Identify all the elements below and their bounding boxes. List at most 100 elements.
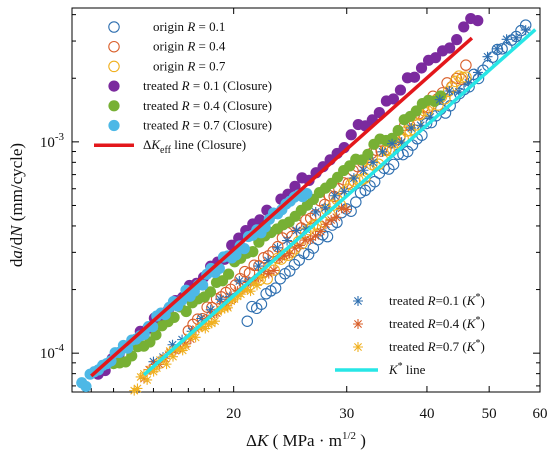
data-point bbox=[222, 302, 233, 313]
data-point bbox=[520, 25, 531, 36]
legend-marker bbox=[353, 296, 363, 306]
legend-entry: treated R=0.4 (K*) bbox=[353, 315, 485, 331]
data-point bbox=[492, 43, 503, 54]
data-point bbox=[358, 165, 369, 176]
data-point bbox=[501, 34, 512, 45]
data-point bbox=[282, 235, 293, 246]
legend-entry: origin R = 0.4 bbox=[108, 39, 226, 54]
data-point bbox=[387, 158, 400, 171]
data-point bbox=[460, 59, 472, 71]
data-point bbox=[320, 202, 331, 213]
data-point bbox=[396, 137, 407, 148]
data-point bbox=[148, 356, 159, 367]
x-axis-title: ΔK ( MPa · m1/2 ) bbox=[246, 430, 366, 450]
fit-line bbox=[142, 28, 537, 377]
data-point bbox=[425, 111, 436, 122]
data-point bbox=[420, 117, 433, 130]
data-point bbox=[301, 224, 312, 235]
legend-entry: treated R = 0.1 (Closure) bbox=[108, 78, 272, 93]
legend-marker bbox=[353, 342, 363, 352]
data-point bbox=[463, 78, 474, 89]
data-point bbox=[269, 282, 282, 294]
data-point bbox=[203, 319, 214, 330]
legend-marker bbox=[353, 319, 363, 329]
data-point bbox=[174, 343, 185, 354]
data-point bbox=[223, 268, 235, 280]
legend-label: treated R = 0.1 (Closure) bbox=[143, 78, 272, 93]
x-tick-label: 60 bbox=[533, 406, 548, 422]
data-point bbox=[434, 94, 445, 105]
data-point bbox=[215, 294, 226, 305]
legend-label: treated R = 0.4 (Closure) bbox=[143, 98, 272, 113]
data-point bbox=[315, 226, 326, 237]
legend-label: treated R = 0.7 (Closure) bbox=[143, 118, 272, 133]
data-point bbox=[132, 383, 143, 394]
legend-marker bbox=[108, 21, 120, 33]
data-point bbox=[321, 230, 334, 243]
data-point bbox=[190, 332, 201, 343]
data-point bbox=[429, 52, 442, 64]
data-point bbox=[268, 265, 279, 276]
legend-label: treated R=0.1 (K*) bbox=[389, 292, 485, 308]
data-point bbox=[444, 85, 455, 96]
legend-label: origin R = 0.7 bbox=[153, 58, 226, 73]
data-point bbox=[241, 315, 254, 327]
data-point bbox=[279, 250, 290, 261]
data-point bbox=[434, 90, 447, 102]
data-point bbox=[310, 230, 321, 241]
data-point bbox=[239, 265, 251, 278]
data-point bbox=[234, 276, 245, 287]
data-point bbox=[247, 246, 259, 258]
data-point bbox=[219, 303, 230, 314]
data-point bbox=[180, 305, 192, 318]
legend-closure: origin R = 0.1 origin R = 0.4 origin R = 0… bbox=[94, 19, 272, 156]
data-point bbox=[291, 225, 302, 236]
data-point bbox=[408, 71, 421, 83]
data-point bbox=[446, 81, 458, 93]
legend-entry: treated R = 0.4 (Closure) bbox=[108, 98, 272, 113]
legend-marker bbox=[108, 80, 120, 92]
data-point bbox=[248, 275, 259, 286]
data-point bbox=[377, 146, 388, 157]
data-point bbox=[238, 243, 250, 255]
legend-kstar: treated R=0.1 (K*) treated R=0.4 (K*) trea… bbox=[335, 292, 485, 377]
legend-label: treated R=0.4 (K*) bbox=[389, 315, 485, 331]
data-point bbox=[320, 219, 331, 230]
data-point bbox=[177, 345, 188, 356]
legend-marker bbox=[108, 40, 120, 53]
data-point bbox=[201, 301, 213, 313]
data-point bbox=[206, 318, 217, 329]
y-axis-title: da/dN (mm/cycle) bbox=[7, 143, 26, 267]
data-point bbox=[387, 138, 398, 149]
x-tick-label: 50 bbox=[482, 406, 497, 422]
data-point bbox=[80, 380, 92, 393]
data-point bbox=[511, 32, 522, 43]
data-point bbox=[451, 34, 463, 46]
data-point bbox=[167, 351, 178, 362]
data-point bbox=[285, 246, 298, 258]
data-point bbox=[331, 212, 342, 223]
data-point bbox=[255, 271, 266, 282]
data-point bbox=[129, 385, 140, 396]
data-point bbox=[406, 122, 417, 133]
legend-marker bbox=[108, 119, 120, 132]
x-tick-label: 20 bbox=[226, 406, 241, 422]
data-point bbox=[326, 215, 337, 226]
data-point bbox=[168, 311, 180, 323]
legend-label: origin R = 0.1 bbox=[153, 19, 225, 34]
data-point bbox=[289, 243, 300, 254]
legend-entry: K* line bbox=[335, 361, 426, 377]
data-point bbox=[350, 196, 362, 208]
data-point bbox=[255, 298, 268, 310]
data-point bbox=[341, 204, 352, 215]
data-point bbox=[245, 286, 256, 297]
data-point bbox=[253, 261, 264, 272]
data-point bbox=[232, 291, 243, 302]
legend-marker bbox=[108, 60, 120, 73]
fit-line bbox=[90, 36, 474, 378]
x-tick-label: 30 bbox=[339, 406, 354, 422]
legend-entry: ΔKeff line (Closure) bbox=[94, 137, 246, 156]
data-point bbox=[262, 255, 273, 266]
data-point bbox=[472, 67, 483, 78]
